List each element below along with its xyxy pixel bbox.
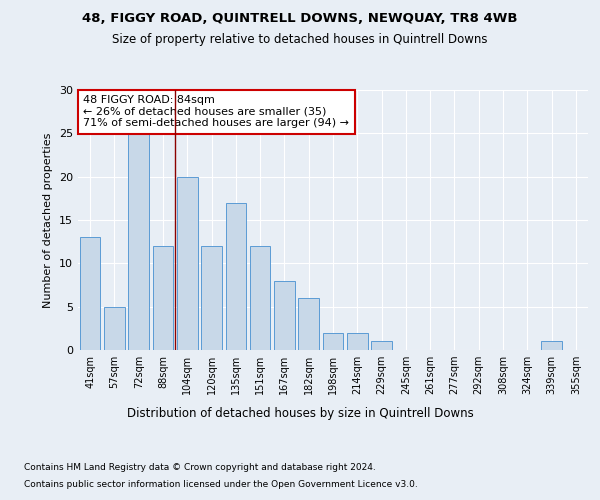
Bar: [80, 238, 100, 350]
Bar: [201, 246, 222, 350]
Bar: [177, 176, 197, 350]
Text: 48, FIGGY ROAD, QUINTRELL DOWNS, NEWQUAY, TR8 4WB: 48, FIGGY ROAD, QUINTRELL DOWNS, NEWQUAY…: [82, 12, 518, 26]
Bar: [298, 298, 319, 350]
Text: Size of property relative to detached houses in Quintrell Downs: Size of property relative to detached ho…: [112, 32, 488, 46]
Text: Contains HM Land Registry data © Crown copyright and database right 2024.: Contains HM Land Registry data © Crown c…: [24, 462, 376, 471]
Bar: [226, 202, 246, 350]
Bar: [128, 134, 149, 350]
Text: Distribution of detached houses by size in Quintrell Downs: Distribution of detached houses by size …: [127, 408, 473, 420]
Bar: [274, 280, 295, 350]
Bar: [104, 306, 125, 350]
Bar: [347, 332, 368, 350]
Text: Contains public sector information licensed under the Open Government Licence v3: Contains public sector information licen…: [24, 480, 418, 489]
Bar: [152, 246, 173, 350]
Y-axis label: Number of detached properties: Number of detached properties: [43, 132, 53, 308]
Bar: [541, 342, 562, 350]
Text: 48 FIGGY ROAD: 84sqm
← 26% of detached houses are smaller (35)
71% of semi-detac: 48 FIGGY ROAD: 84sqm ← 26% of detached h…: [83, 95, 349, 128]
Bar: [371, 342, 392, 350]
Bar: [323, 332, 343, 350]
Bar: [250, 246, 271, 350]
